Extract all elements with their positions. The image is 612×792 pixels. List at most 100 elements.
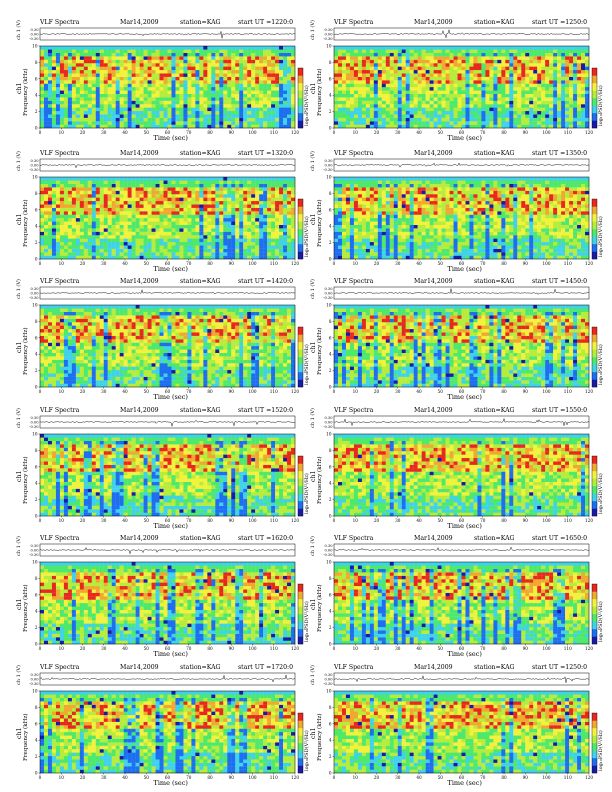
spectrogram-cell (91, 121, 96, 125)
spectrogram-cell (271, 187, 276, 191)
spectrogram-cell (127, 200, 132, 205)
spectrogram-cell (263, 93, 268, 98)
spectrogram-cell (239, 107, 244, 112)
spectrogram-cell (481, 117, 486, 122)
spectrogram-cell (425, 104, 430, 108)
spectrogram-cell (147, 63, 152, 67)
spectrogram-cell (401, 59, 406, 64)
header-start-ut: start UT =1350:0 (532, 150, 587, 157)
spectrogram-cell (47, 211, 53, 215)
spectrogram-cell (151, 228, 156, 232)
spectrogram-cell (71, 52, 77, 57)
spectrogram-cell (103, 83, 108, 88)
spectrogram-cell (473, 46, 478, 50)
spectrogram-cell (187, 114, 192, 118)
spectrogram-cell (59, 80, 65, 84)
spectrogram-cell (171, 255, 176, 260)
spectrogram-cell (251, 93, 256, 98)
spectrogram-cell (489, 69, 494, 74)
spectrogram-cell (381, 93, 386, 98)
spectrogram-cell (291, 255, 296, 260)
spectrogram-cell (127, 241, 132, 246)
spectrogram-cell (167, 66, 172, 71)
spectrogram-cell (505, 87, 510, 91)
spectrogram-cell (485, 63, 490, 67)
spectrogram-cell (361, 83, 367, 88)
spectrogram-cell (59, 255, 65, 260)
spectrogram-cell (437, 52, 442, 57)
spectrogram-cell (357, 117, 363, 122)
spectrogram-cell (541, 104, 546, 108)
spectrogram-cell (267, 245, 272, 249)
spectrogram-cell (401, 104, 406, 108)
spectrogram-cell (95, 183, 100, 188)
spectrogram-cell (95, 252, 100, 256)
spectrogram-cell (135, 87, 140, 91)
spectrogram-cell (345, 124, 351, 129)
spectrogram-cell (183, 204, 188, 208)
spectrogram-cell (501, 252, 506, 256)
spectrogram-cell (223, 207, 228, 212)
spectrogram-cell (111, 59, 116, 64)
spectrogram-cell (75, 183, 80, 188)
spectrogram-cell (123, 218, 128, 222)
spectrogram-cell (413, 110, 418, 115)
spectrogram-cell (135, 52, 140, 57)
spectrogram-cell (143, 231, 148, 236)
spectrogram-cell (549, 110, 554, 115)
spectrogram-cell (357, 114, 363, 118)
spectrogram-cell (199, 121, 204, 125)
spectrogram-cell (437, 49, 442, 53)
spectrogram-cell (83, 63, 88, 67)
spectrogram-cell (103, 177, 108, 181)
spectrogram-cell (207, 207, 212, 212)
spectrogram-cell (40, 221, 45, 225)
colorbar-segment (592, 83, 597, 91)
spectrogram-cell (223, 218, 228, 222)
spectrogram-cell (513, 69, 518, 74)
spectrogram-cell (135, 197, 140, 202)
colorbar-frame (591, 67, 598, 129)
spectrogram-cell (99, 49, 104, 53)
spectrogram-cell (441, 255, 446, 260)
spectrogram-cell (255, 52, 260, 57)
spectrogram-cell (517, 114, 522, 118)
spectrogram-cell (389, 97, 394, 101)
spectrogram-cell (139, 107, 144, 112)
spectrogram-cell (271, 80, 276, 84)
spectrogram-cell (413, 59, 418, 64)
spectrogram-cell (199, 66, 204, 71)
spectrogram-cell (369, 87, 374, 91)
spectrogram-cell (219, 194, 224, 198)
spectrogram-cell (167, 190, 172, 195)
spectrogram-cell (187, 117, 192, 122)
spectrogram-cell (163, 124, 168, 129)
spectrogram-cell (231, 121, 236, 125)
spectrogram-cell (139, 214, 144, 219)
spectrogram-cell (437, 63, 442, 67)
spectrogram-cell (457, 69, 462, 74)
spectrogram-cell (489, 87, 494, 91)
spectrogram-cell (565, 46, 570, 50)
spectrogram-cell (87, 110, 92, 115)
spectrogram-cell (557, 66, 562, 71)
spectrogram-cell (365, 76, 371, 81)
spectrogram-cell (203, 238, 208, 243)
spectrogram-cell (91, 214, 96, 219)
spectrogram-cell (91, 194, 96, 198)
spectrogram-cell (449, 97, 454, 101)
spectrogram-cell (449, 63, 454, 67)
spectrogram-cell (485, 124, 490, 129)
spectrogram-cell (231, 255, 236, 260)
spectrogram-cell (353, 110, 359, 115)
spectrogram-cell (103, 114, 108, 118)
spectrogram-cell (139, 80, 144, 84)
spectrogram-cell (163, 90, 168, 94)
spectrogram-cell (147, 83, 152, 88)
spectrogram-cell (223, 221, 228, 225)
spectrogram-cell (577, 56, 582, 60)
spectrogram-cell (533, 117, 538, 122)
spectrogram-cell (405, 248, 410, 253)
spectrogram-cell (573, 56, 578, 60)
spectrogram-cell (191, 97, 196, 101)
